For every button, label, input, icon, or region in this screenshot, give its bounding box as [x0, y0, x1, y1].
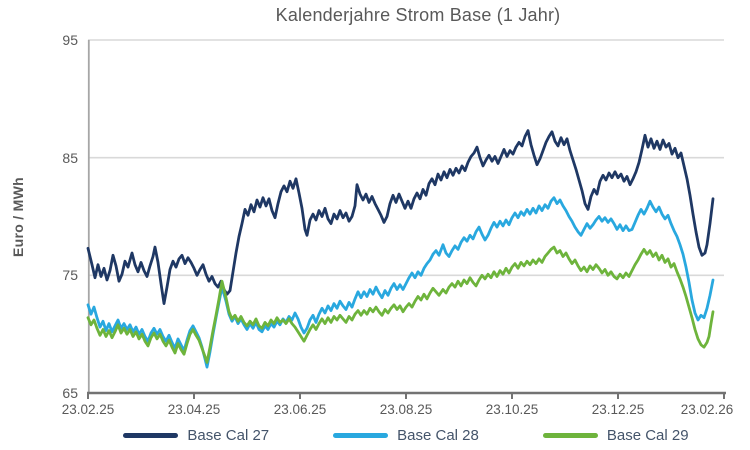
x-tick-label-5: 23.12.25: [591, 402, 645, 417]
legend-item-base-cal-27: Base Cal 27: [123, 427, 269, 444]
x-tick-label-6: 23.02.26: [680, 402, 734, 417]
x-tick-label-1: 23.04.25: [167, 402, 221, 417]
legend-label: Base Cal 27: [187, 427, 270, 444]
y-tick-label-65: 65: [62, 385, 78, 401]
y-tick-label-75: 75: [62, 267, 78, 284]
y-tick-label-95: 95: [62, 32, 78, 48]
legend-line-swatch: [542, 433, 598, 438]
plot-area: [86, 39, 726, 399]
series-line-base-cal-27: [86, 129, 715, 306]
x-tick-label-2: 23.06.25: [273, 402, 327, 417]
x-tick-label-3: 23.08.25: [379, 402, 433, 417]
legend-line-swatch: [123, 433, 179, 438]
legend-label: Base Cal 29: [606, 427, 689, 444]
x-tick-label-4: 23.10.25: [485, 402, 539, 417]
chart-title: Kalenderjahre Strom Base (1 Jahr): [275, 5, 561, 25]
series-line-base-cal-28: [86, 196, 715, 369]
legend-item-base-cal-28: Base Cal 28: [333, 427, 479, 444]
series-line-base-cal-29: [86, 245, 715, 364]
legend: Base Cal 27 Base Cal 28 Base Cal 29: [88, 427, 724, 444]
y-axis-title: Euro / MWh: [10, 177, 26, 257]
legend-item-base-cal-29: Base Cal 29: [542, 427, 689, 444]
legend-line-swatch: [333, 433, 389, 438]
legend-label: Base Cal 28: [397, 427, 479, 444]
y-tick-label-85: 85: [62, 149, 78, 166]
x-tick-label-0: 23.02.25: [61, 402, 115, 417]
